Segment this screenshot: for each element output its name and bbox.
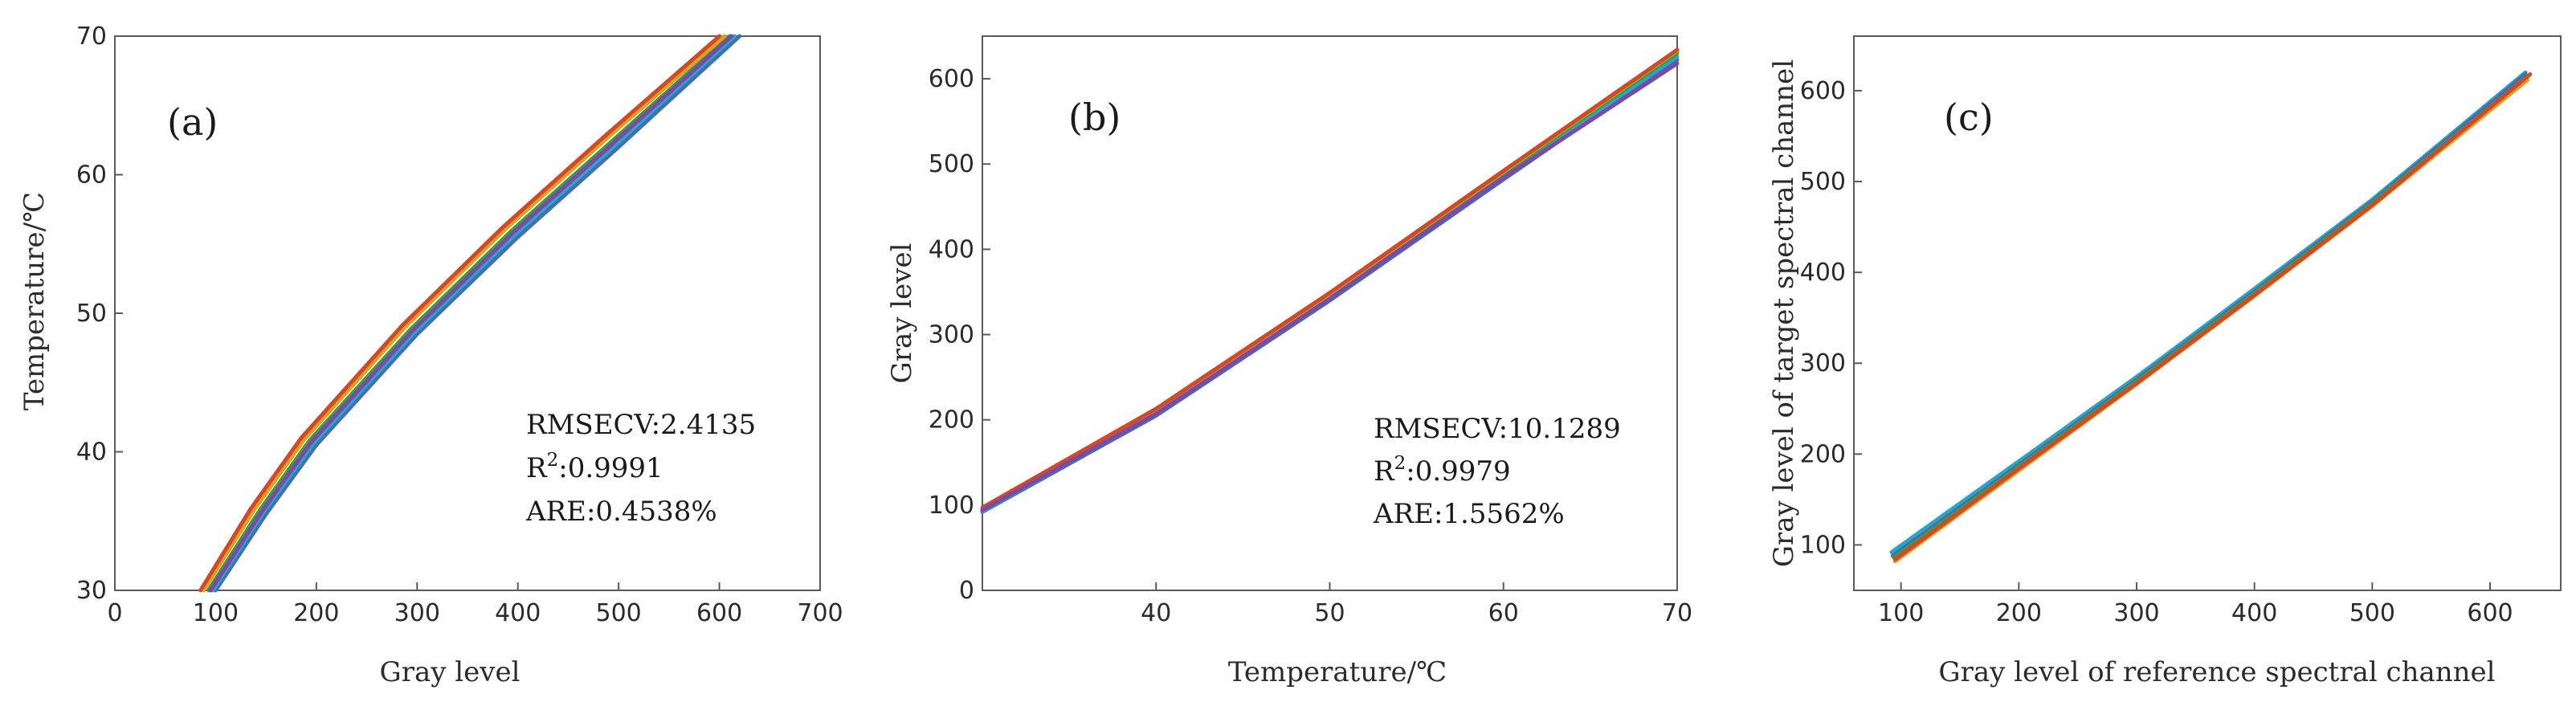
panel-a-r2-sup: 2 xyxy=(547,450,559,471)
panel-c-y-axis-label: Gray level of target spectral channel xyxy=(1768,59,1800,567)
panel-c-x-tick-label: 600 xyxy=(2467,599,2513,627)
panel-c: 100 200 300 400 500 600 100 200 300 400 500 600 (c… xyxy=(1768,35,2562,688)
panel-c-series-channel-5 xyxy=(1892,72,2533,561)
panel-a: 0 100 200 300 400 500 600 700 30 40 50 60 70 (a) Gr… xyxy=(18,22,843,688)
panel-a-series-channel-4 xyxy=(201,34,727,593)
panel-b-y-tick-label: 600 xyxy=(929,65,974,93)
panel-a-series-channel-6 xyxy=(208,34,734,593)
panel-a-x-axis-label: Gray level xyxy=(380,656,521,688)
panel-b-x-tick-label: 70 xyxy=(1662,599,1692,627)
panel-b-r2-value: :0.9979 xyxy=(1406,455,1510,488)
panel-b-series-channel-5 xyxy=(980,47,1680,510)
panel-a-rmsecv: RMSECV:2.4135 xyxy=(526,409,756,441)
panel-b: 40 50 60 70 0 100 200 300 400 500 600 (b) Tempera… xyxy=(886,35,1692,688)
panel-b-y-tick-label: 0 xyxy=(959,577,974,605)
panel-a-y-tick-label: 30 xyxy=(76,577,107,605)
panel-b-label: (b) xyxy=(1068,96,1121,139)
panel-b-y-axis-label: Gray level xyxy=(886,243,918,384)
panel-a-r2: R2:0.9991 xyxy=(526,450,663,484)
panel-b-y-tick-label: 100 xyxy=(929,492,974,520)
panel-c-y-ticks: 100 200 300 400 500 600 xyxy=(1800,77,1862,559)
panel-c-frame xyxy=(1853,35,2562,591)
panel-a-y-tick-label: 70 xyxy=(76,22,107,51)
panel-b-y-tick-label: 500 xyxy=(929,150,974,178)
panel-a-x-tick-label: 500 xyxy=(596,599,642,627)
panel-b-y-tick-label: 400 xyxy=(929,235,974,263)
panel-a-label: (a) xyxy=(167,100,218,144)
panel-a-y-axis-label: Temperature/℃ xyxy=(18,192,51,410)
panel-b-r2-sup: 2 xyxy=(1394,453,1406,474)
panel-c-y-tick-label: 100 xyxy=(1800,531,1846,559)
panel-c-y-tick-label: 400 xyxy=(1800,259,1846,287)
panel-b-x-axis-label: Temperature/℃ xyxy=(1228,656,1447,688)
panel-c-series xyxy=(1889,70,2533,564)
panel-a-x-tick-label: 200 xyxy=(293,599,339,627)
panel-c-x-axis-label: Gray level of reference spectral channel xyxy=(1938,656,2495,688)
panel-c-x-tick-label: 200 xyxy=(1996,599,2042,627)
panel-c-y-tick-label: 600 xyxy=(1800,77,1846,105)
panel-c-label: (c) xyxy=(1944,96,1994,139)
panel-a-y-tick-label: 40 xyxy=(76,439,107,467)
panel-c-x-tick-label: 400 xyxy=(2231,599,2277,627)
panel-c-x-tick-label: 300 xyxy=(2113,599,2159,627)
panel-b-y-tick-label: 300 xyxy=(929,321,974,349)
panel-b-x-tick-label: 60 xyxy=(1488,599,1519,627)
panel-a-are: ARE:0.4538% xyxy=(525,496,717,528)
panel-a-y-tick-label: 60 xyxy=(76,161,107,190)
panel-a-series-channel-1 xyxy=(213,34,742,593)
panel-b-x-tick-label: 40 xyxy=(1141,599,1171,627)
panel-a-x-ticks: 0 100 200 300 400 500 600 700 xyxy=(107,582,843,627)
panel-b-stats: RMSECV:10.1289 R2:0.9979 ARE:1.5562% xyxy=(1373,413,1621,530)
panel-b-rmsecv: RMSECV:10.1289 xyxy=(1374,413,1621,445)
panel-b-are: ARE:1.5562% xyxy=(1373,498,1565,530)
panel-a-x-tick-label: 300 xyxy=(394,599,440,627)
panel-a-series-channel-3 xyxy=(206,34,732,593)
panel-a-x-tick-label: 400 xyxy=(495,599,541,627)
panel-b-r2-r: R xyxy=(1374,455,1395,488)
panel-c-x-tick-label: 100 xyxy=(1878,599,1924,627)
panel-c-y-tick-label: 500 xyxy=(1800,168,1846,196)
panel-a-y-ticks: 30 40 50 60 70 xyxy=(76,22,123,605)
panel-b-series-channel-6 xyxy=(980,61,1680,512)
panel-c-x-tick-label: 500 xyxy=(2349,599,2395,627)
panel-a-series xyxy=(198,34,742,593)
panel-c-x-ticks: 100 200 300 400 500 600 xyxy=(1878,582,2513,627)
panel-c-y-tick-label: 300 xyxy=(1800,349,1846,378)
panel-b-y-ticks: 0 100 200 300 400 500 600 xyxy=(929,65,990,605)
panel-a-x-tick-label: 700 xyxy=(797,599,843,627)
panel-a-r2-r: R xyxy=(526,452,548,484)
panel-c-series-channel-1 xyxy=(1889,70,2528,554)
panel-a-x-tick-label: 600 xyxy=(696,599,742,627)
panel-c-y-tick-label: 200 xyxy=(1800,440,1846,468)
panel-a-r2-value: :0.9991 xyxy=(558,452,663,484)
panel-a-x-tick-label: 100 xyxy=(193,599,239,627)
panel-b-series xyxy=(980,47,1680,514)
panel-b-y-tick-label: 200 xyxy=(929,406,974,435)
panel-a-stats: RMSECV:2.4135 R2:0.9991 ARE:0.4538% xyxy=(525,409,756,528)
panel-b-x-tick-label: 50 xyxy=(1314,599,1345,627)
panel-b-r2: R2:0.9979 xyxy=(1374,453,1511,488)
panel-a-x-tick-label: 0 xyxy=(107,599,122,627)
panel-a-y-tick-label: 50 xyxy=(76,300,107,328)
panel-a-series-channel-5 xyxy=(198,34,722,593)
panel-b-x-ticks: 40 50 60 70 xyxy=(1141,582,1692,627)
